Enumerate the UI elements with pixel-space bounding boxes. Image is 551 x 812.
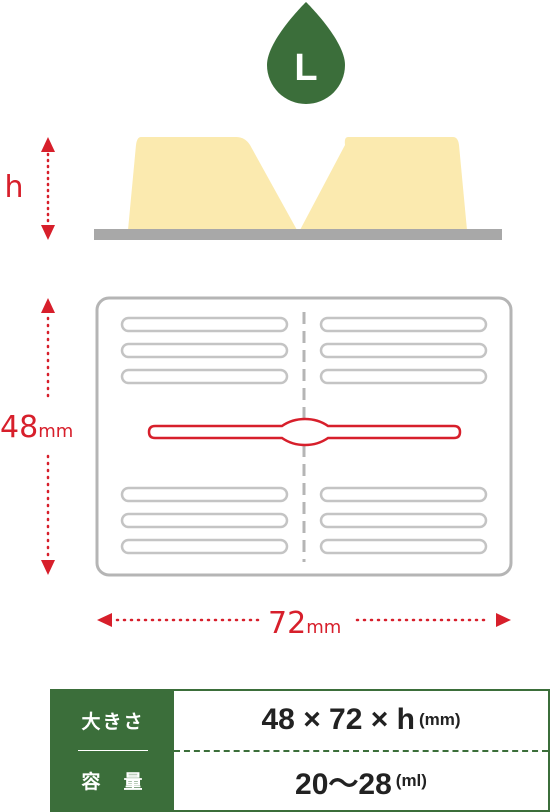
size-badge: L [267,2,345,104]
svg-text:72mm: 72mm [268,606,341,641]
capacity-value: 20〜28 [295,767,392,801]
height-label: h [4,170,23,205]
width-unit: mm [306,617,341,638]
spec-table-values: 48 × 72 × h (mm) 20〜28 (ml) [174,691,548,810]
capacity-unit: (ml) [395,770,427,790]
arrow-right-icon [496,613,511,627]
value-divider [174,749,548,752]
top-view: 48mm 72mm [0,296,513,641]
arrow-down-icon [41,225,55,240]
mold-right-shape [300,137,467,230]
mold-outline [95,296,513,577]
depth-dimension: 48mm [0,298,73,575]
center-groove [147,417,462,447]
depth-unit: mm [38,421,73,442]
capacity-value-cell: 20〜28 (ml) [174,752,548,811]
size-badge-label: L [294,47,317,89]
size-value-cell: 48 × 72 × h (mm) [174,691,548,750]
header-divider [78,750,148,751]
width-value: 72 [268,606,306,641]
arrow-left-icon [97,613,112,627]
spec-table-headers: 大きさ 容 量 [52,691,174,810]
slot-grooves [120,316,488,555]
size-value: 48 × 72 × h [261,703,415,737]
capacity-header: 容 量 [81,771,145,793]
drop-icon [267,2,345,104]
arrow-up-icon [41,137,55,152]
side-view: h [4,137,502,240]
height-dimension: h [4,137,55,240]
svg-text:48mm: 48mm [0,410,73,445]
spec-table: 大きさ 容 量 48 × 72 × h (mm) 20〜28 (ml) [50,689,550,812]
arrow-down-icon [41,560,55,575]
base-plate [94,229,502,240]
arrow-up-icon [41,298,55,313]
mold-left-shape [128,137,297,230]
width-dimension: 72mm [97,606,511,641]
depth-value: 48 [0,410,38,445]
size-header: 大きさ [81,711,145,733]
size-unit: (mm) [418,710,461,730]
